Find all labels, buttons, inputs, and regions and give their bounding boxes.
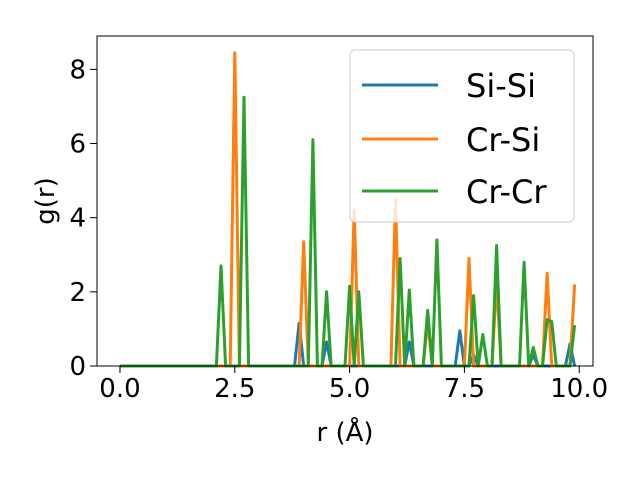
x-axis-label: r (Å) (316, 416, 373, 448)
y-tick-label: 4 (69, 204, 86, 234)
legend-frame (349, 49, 575, 223)
x-axis: 0.0 2.5 5.0 7.5 10.0 (99, 366, 608, 404)
x-tick-label: 7.5 (444, 374, 485, 404)
legend-label-si-si: Si-Si (466, 67, 536, 105)
x-tick-label: 2.5 (214, 374, 255, 404)
x-tick-label: 5.0 (329, 374, 370, 404)
x-tick-label: 0.0 (99, 374, 140, 404)
legend-label-cr-cr: Cr-Cr (466, 173, 547, 211)
y-tick-label: 0 (69, 352, 86, 382)
y-tick-label: 8 (69, 55, 86, 85)
legend: Si-Si Cr-Si Cr-Cr (349, 49, 575, 223)
legend-label-cr-si: Cr-Si (466, 121, 540, 159)
x-tick-label: 10.0 (550, 374, 608, 404)
y-axis: 0 2 4 6 8 (69, 55, 97, 382)
y-axis-label: g(r) (31, 177, 61, 224)
y-tick-label: 6 (69, 130, 86, 160)
plot-area-frame (96, 35, 594, 367)
y-tick-label: 2 (69, 278, 86, 308)
